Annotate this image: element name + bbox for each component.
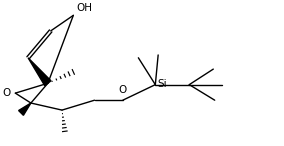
Text: Si: Si [158, 79, 167, 88]
Text: O: O [118, 85, 126, 95]
Text: OH: OH [77, 3, 93, 13]
Polygon shape [28, 58, 51, 86]
Text: O: O [2, 88, 10, 98]
Polygon shape [19, 103, 31, 115]
